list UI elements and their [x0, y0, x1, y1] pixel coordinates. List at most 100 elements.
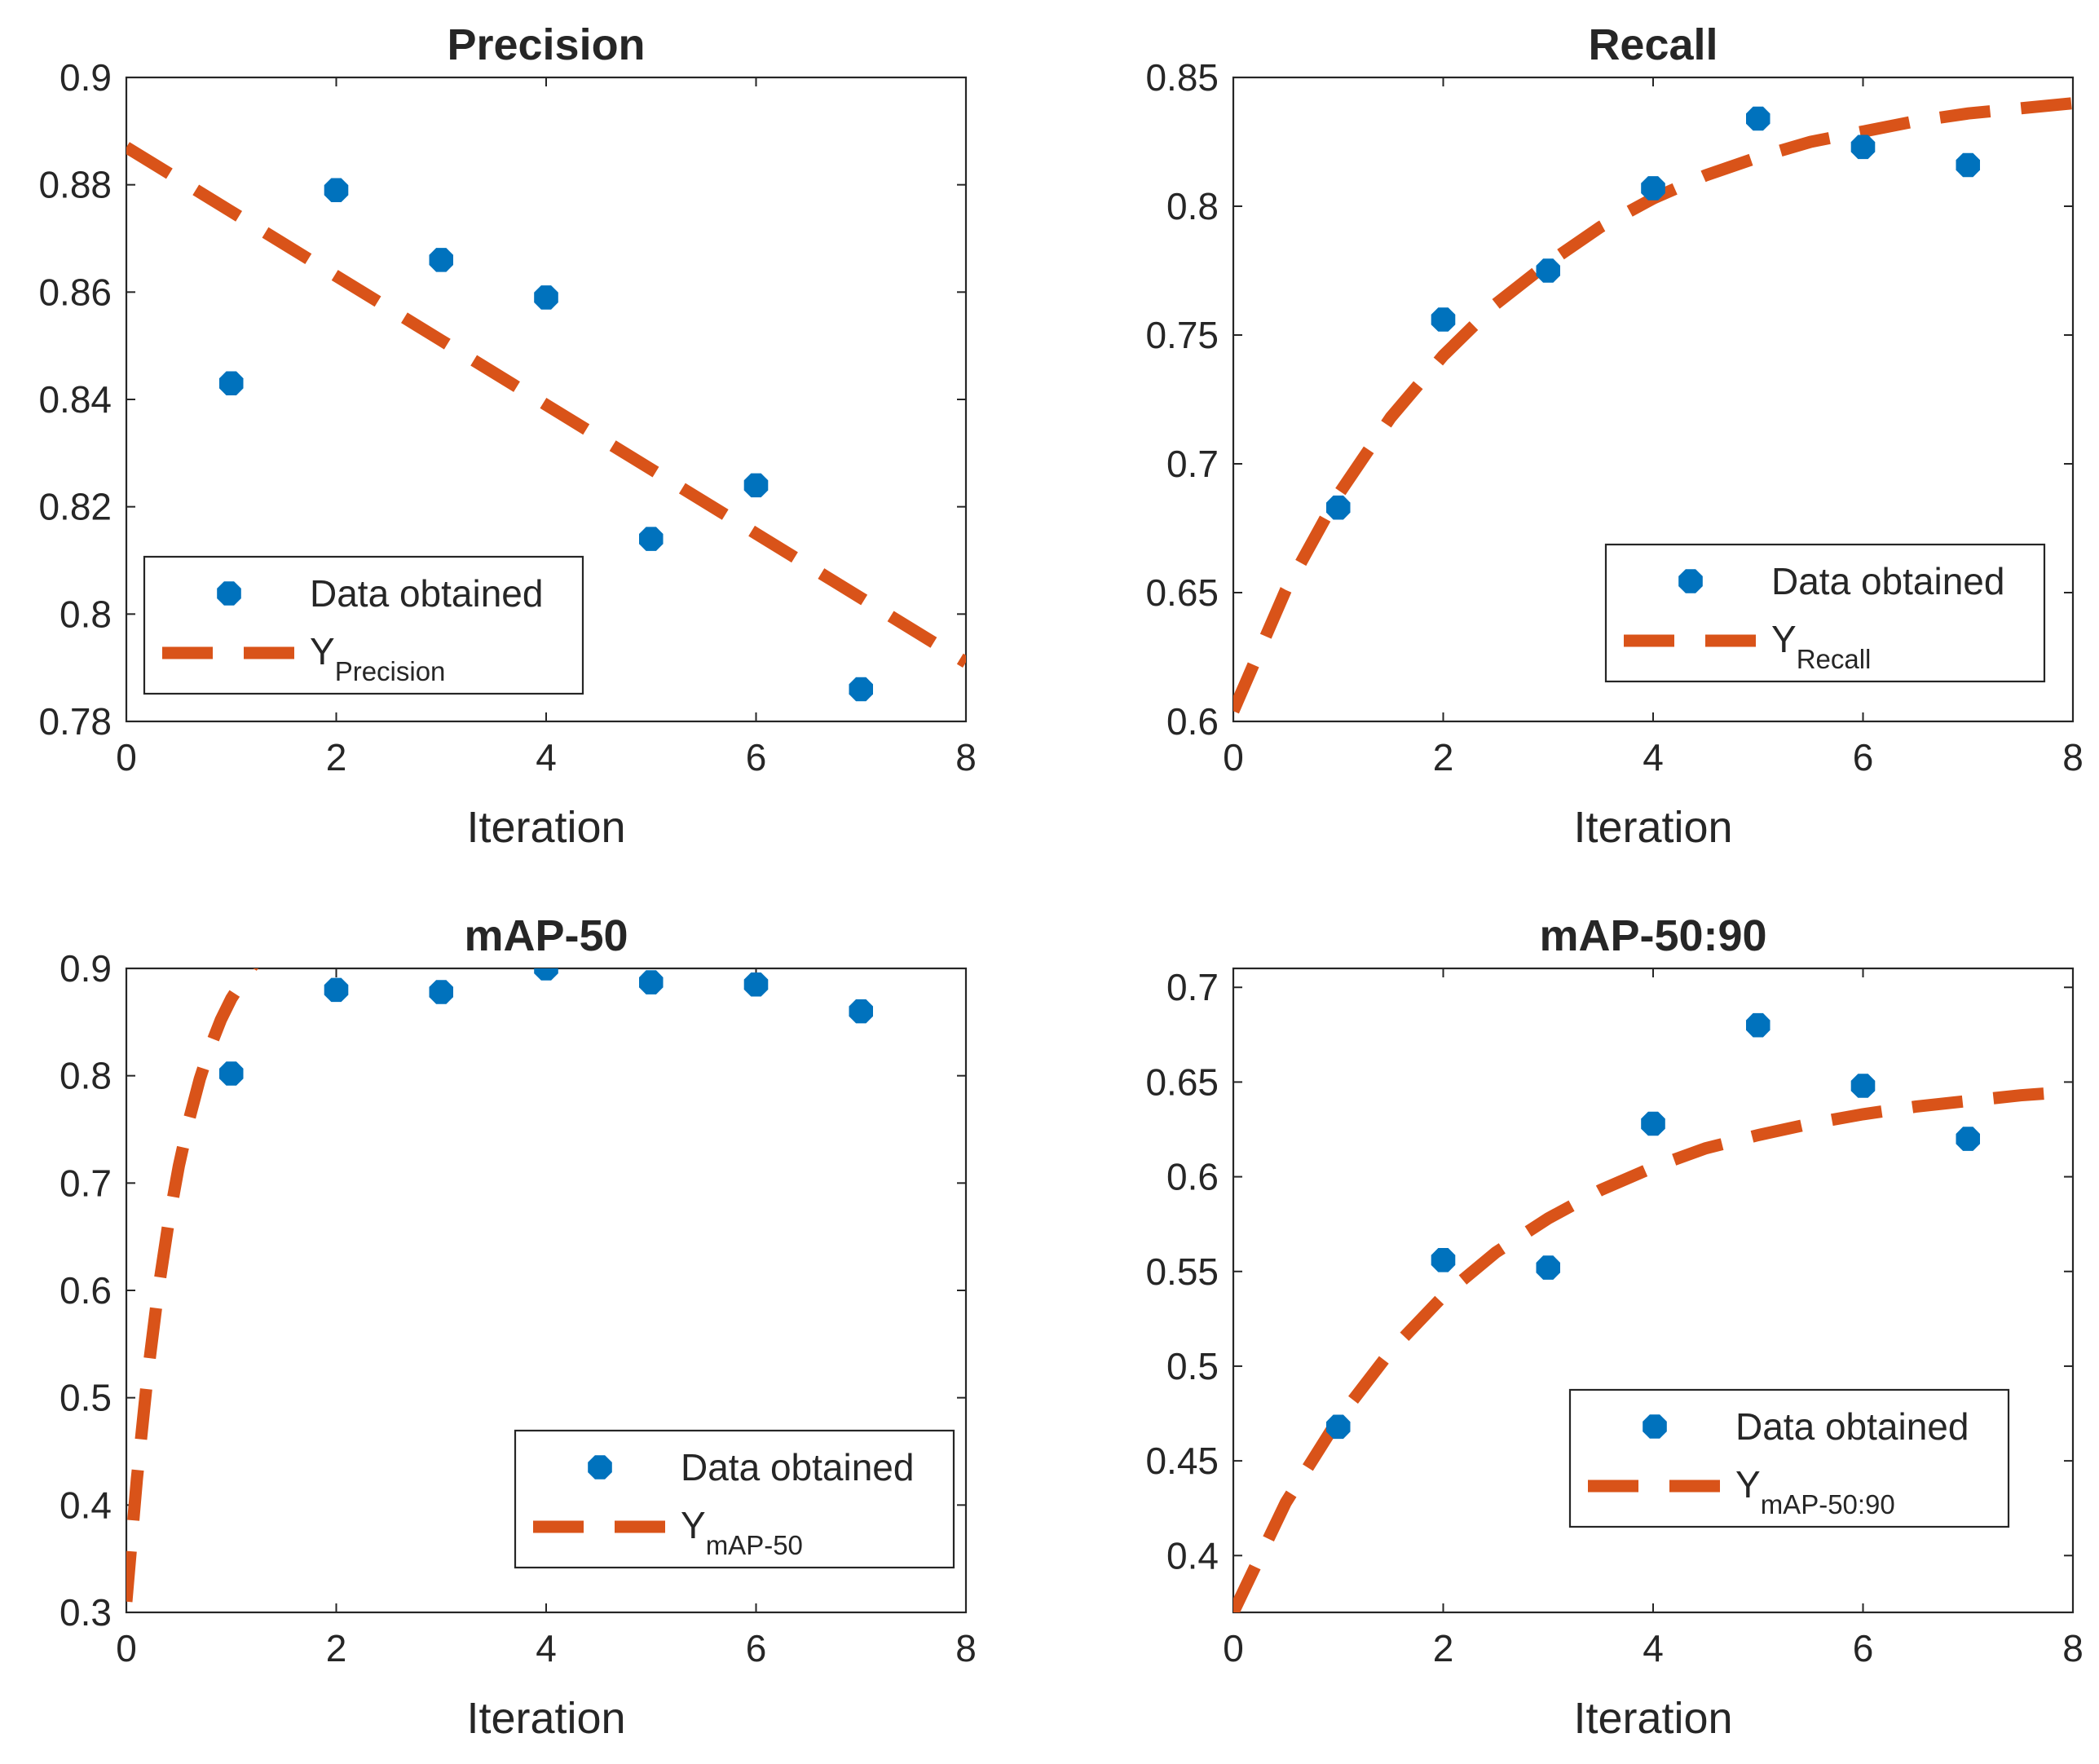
- y-tick-label: 0.7: [60, 1162, 112, 1204]
- data-point: [534, 285, 558, 310]
- data-point: [1956, 1127, 1980, 1151]
- data-point: [849, 999, 873, 1024]
- legend-box: [1568, 1388, 2010, 1528]
- chart-title: Recall: [1588, 20, 1718, 69]
- y-tick-label: 0.7: [1166, 443, 1219, 485]
- x-axis-label: Iteration: [466, 1694, 625, 1743]
- data-point: [1431, 307, 1456, 332]
- x-tick-label: 4: [1643, 1627, 1664, 1669]
- fit-line: [126, 142, 966, 668]
- data-point: [1956, 152, 1980, 178]
- y-tick-label: 0.84: [38, 378, 112, 421]
- y-tick-label: 0.8: [60, 593, 112, 635]
- y-tick-label: 0.55: [1145, 1250, 1219, 1293]
- chart-title: mAP-50:90: [1539, 911, 1766, 960]
- y-tick-label: 0.88: [38, 164, 112, 206]
- data-point: [639, 970, 664, 994]
- data-point: [1850, 1074, 1876, 1098]
- x-tick-label: 2: [326, 1627, 347, 1669]
- data-point: [639, 527, 664, 551]
- y-tick-label: 0.4: [1166, 1534, 1219, 1577]
- data-point: [429, 248, 453, 272]
- x-tick-label: 4: [536, 1627, 557, 1669]
- x-tick-label: 8: [2062, 736, 2084, 778]
- x-tick-label: 2: [1433, 1627, 1454, 1669]
- x-tick-label: 0: [1223, 736, 1244, 778]
- data-point: [429, 980, 453, 1004]
- legend-box: [1604, 543, 2046, 683]
- x-tick-label: 8: [2062, 1627, 2084, 1669]
- data-point: [324, 178, 349, 202]
- data-point: [1746, 106, 1770, 131]
- data-point: [849, 677, 873, 702]
- chart-title: Precision: [447, 20, 645, 69]
- y-tick-label: 0.45: [1145, 1440, 1219, 1482]
- data-point: [534, 968, 558, 981]
- data-point: [219, 371, 244, 395]
- fit-line: [1233, 1085, 2073, 1612]
- data-point: [1536, 258, 1560, 283]
- data-point: [1536, 1255, 1560, 1280]
- data-point: [1431, 1248, 1456, 1272]
- plot-area: [126, 142, 966, 702]
- y-tick-label: 0.78: [38, 700, 112, 743]
- legend-label-fit-subscript: Recall: [1797, 644, 1872, 674]
- y-tick-label: 0.9: [60, 56, 112, 99]
- x-tick-label: 0: [116, 1627, 137, 1669]
- data-point: [1746, 1012, 1770, 1038]
- x-tick-label: 6: [746, 1627, 767, 1669]
- legend-marker: [1678, 569, 1703, 593]
- legend-label-data: Data obtained: [681, 1446, 914, 1488]
- data-point: [1641, 1111, 1665, 1136]
- y-tick-label: 0.65: [1145, 1061, 1219, 1103]
- y-tick-label: 0.85: [1145, 56, 1219, 99]
- legend-marker: [217, 581, 241, 606]
- x-tick-label: 0: [116, 736, 137, 778]
- y-tick-label: 0.6: [1166, 1156, 1219, 1198]
- y-tick-label: 0.82: [38, 486, 112, 528]
- y-tick-label: 0.75: [1145, 314, 1219, 356]
- y-tick-label: 0.7: [1166, 966, 1219, 1008]
- plot-area: [1233, 97, 2073, 714]
- data-point: [219, 1061, 244, 1086]
- legend-marker: [1643, 1414, 1667, 1439]
- data-point: [1850, 135, 1876, 160]
- subplot-2: Recall 0 2 4 6 8 0.6 0.65 0.7 0.75 0.8 0.85 Iteratio…: [1145, 20, 2083, 852]
- x-tick-label: 4: [1643, 736, 1664, 778]
- x-tick-label: 2: [326, 736, 347, 778]
- subplot-1: Precision 0 2 4 6 8 0.78 0.8 0.82 0.84 0.86 0.88 0.9…: [38, 20, 976, 852]
- chart-title: mAP-50: [464, 911, 628, 960]
- x-tick-label: 6: [746, 736, 767, 778]
- y-tick-label: 0.8: [1166, 185, 1219, 227]
- y-tick-label: 0.5: [60, 1377, 112, 1419]
- y-tick-label: 0.4: [60, 1484, 112, 1526]
- y-tick-label: 0.9: [60, 947, 112, 990]
- x-tick-label: 8: [955, 1627, 977, 1669]
- y-tick-label: 0.86: [38, 271, 112, 313]
- data-point: [1641, 176, 1665, 201]
- data-point: [1326, 1414, 1351, 1440]
- legend-box: [514, 1429, 955, 1569]
- legend-label-data: Data obtained: [1771, 560, 2004, 602]
- legend-label-fit-subscript: mAP-50:90: [1761, 1489, 1895, 1519]
- x-axis-label: Iteration: [466, 803, 625, 852]
- legend-box: [143, 555, 584, 695]
- y-tick-label: 0.65: [1145, 571, 1219, 614]
- data-point: [1326, 495, 1351, 520]
- x-tick-label: 0: [1223, 1627, 1244, 1669]
- x-axis-label: Iteration: [1573, 803, 1732, 852]
- plot-area: [1233, 1012, 2073, 1612]
- y-tick-label: 0.6: [1166, 700, 1219, 743]
- legend-marker: [588, 1455, 612, 1480]
- legend-label-fit-subscript: Precision: [335, 656, 446, 686]
- legend-label-fit-subscript: mAP-50: [706, 1530, 803, 1560]
- data-point: [743, 972, 769, 997]
- x-tick-label: 6: [1853, 736, 1874, 778]
- y-tick-label: 0.5: [1166, 1345, 1219, 1387]
- x-tick-label: 2: [1433, 736, 1454, 778]
- plot-area: [126, 968, 873, 1603]
